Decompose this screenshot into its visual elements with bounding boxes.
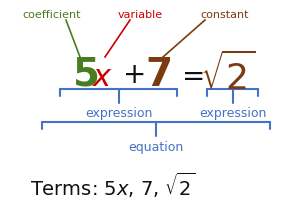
Text: Terms: $5x$, $7$, $\sqrt{2}$: Terms: $5x$, $7$, $\sqrt{2}$ [30,170,196,199]
Text: $=$: $=$ [176,61,204,89]
Text: $\mathbf{7}$: $\mathbf{7}$ [145,56,171,94]
Text: $\mathbf{5}$: $\mathbf{5}$ [72,56,98,94]
Text: $\sqrt{2}$: $\sqrt{2}$ [200,53,256,97]
Text: coefficient: coefficient [23,10,81,20]
Text: $+$: $+$ [122,61,144,89]
Text: expression: expression [85,106,152,120]
Text: expression: expression [199,106,266,120]
Text: constant: constant [201,10,249,20]
Text: variable: variable [117,10,162,20]
Text: $\mathit{x}$: $\mathit{x}$ [92,63,113,92]
Text: equation: equation [128,141,184,153]
